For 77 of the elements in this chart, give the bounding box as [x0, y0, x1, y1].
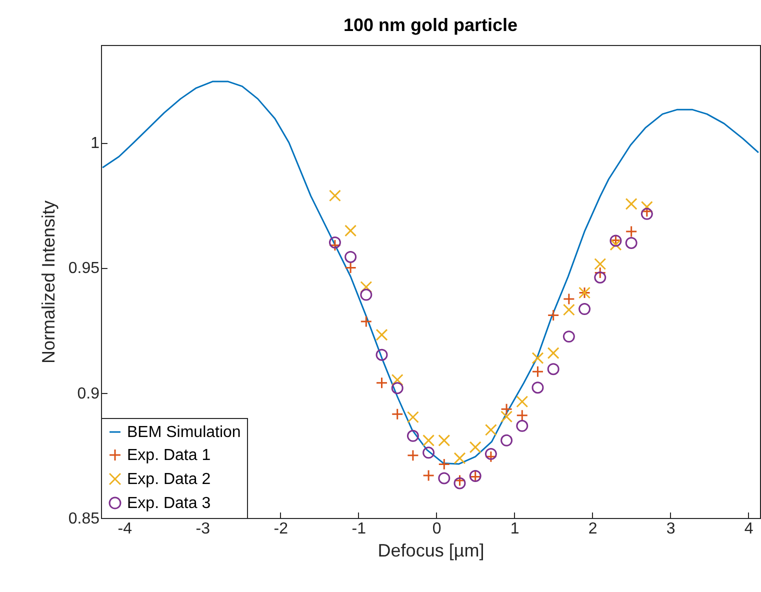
point — [516, 396, 528, 408]
point — [360, 288, 372, 301]
x-tick-label: -4 — [118, 520, 132, 538]
point — [422, 469, 435, 482]
x-tick-label: -2 — [274, 520, 288, 538]
point — [406, 411, 419, 424]
point — [438, 434, 450, 446]
point — [391, 374, 404, 386]
point — [625, 198, 638, 210]
point — [625, 225, 638, 238]
point — [500, 434, 513, 446]
point — [562, 293, 575, 306]
point — [562, 304, 575, 316]
point — [594, 272, 606, 284]
y-tick-label: 0.95 — [68, 260, 100, 278]
point — [360, 316, 372, 328]
y-tick-label: 1 — [90, 135, 100, 152]
point — [516, 409, 528, 422]
point — [547, 309, 560, 322]
x-tick-label: 3 — [666, 520, 676, 538]
point — [610, 238, 622, 251]
point — [594, 266, 606, 279]
point — [469, 441, 482, 454]
point — [376, 376, 388, 389]
point — [328, 190, 341, 202]
y-tick-label: 0.9 — [77, 385, 100, 402]
point — [344, 224, 357, 237]
point — [406, 430, 419, 442]
point — [454, 477, 466, 490]
x-tick-label: -1 — [352, 520, 366, 538]
y-axis-title: Normalized Intensity — [38, 200, 58, 364]
point — [391, 408, 404, 420]
point — [532, 352, 544, 364]
point — [516, 420, 528, 432]
point — [454, 452, 466, 464]
point — [438, 458, 450, 470]
point — [422, 434, 435, 446]
point — [547, 363, 560, 376]
x-tick-label: 0 — [432, 520, 442, 538]
point — [500, 403, 513, 416]
x-tick-label: 4 — [744, 520, 754, 538]
point — [547, 347, 560, 360]
x-tick-label: -3 — [196, 520, 210, 538]
point — [328, 236, 341, 248]
point — [640, 200, 653, 213]
legend-label: Exp. Data 2 — [127, 471, 211, 488]
y-tick-label: 0.85 — [68, 510, 100, 528]
chart-title: 100 nm gold particle — [343, 15, 518, 35]
point — [625, 236, 638, 249]
point — [422, 446, 435, 459]
x-tick-label: 2 — [588, 520, 598, 538]
point — [391, 382, 404, 394]
point — [376, 328, 388, 341]
point — [578, 303, 591, 316]
point — [328, 239, 341, 252]
point — [360, 281, 372, 293]
legend-label: BEM Simulation — [127, 424, 241, 441]
point — [562, 330, 575, 343]
point — [454, 474, 466, 486]
point — [532, 382, 544, 394]
point — [532, 366, 544, 378]
point — [406, 449, 419, 462]
line-series — [102, 80, 760, 465]
point — [484, 424, 497, 436]
point — [344, 262, 357, 274]
point — [484, 450, 497, 463]
legend-label: Exp. Data 3 — [127, 495, 211, 512]
legend-label: Exp. Data 1 — [127, 447, 211, 464]
point — [376, 348, 388, 361]
point — [594, 258, 606, 270]
point — [640, 208, 653, 220]
point — [438, 472, 450, 484]
point — [344, 250, 357, 263]
x-axis-title: Defocus [µm] — [378, 540, 484, 560]
x-tick-label: 1 — [510, 520, 520, 538]
point — [484, 448, 497, 460]
point — [500, 410, 513, 423]
